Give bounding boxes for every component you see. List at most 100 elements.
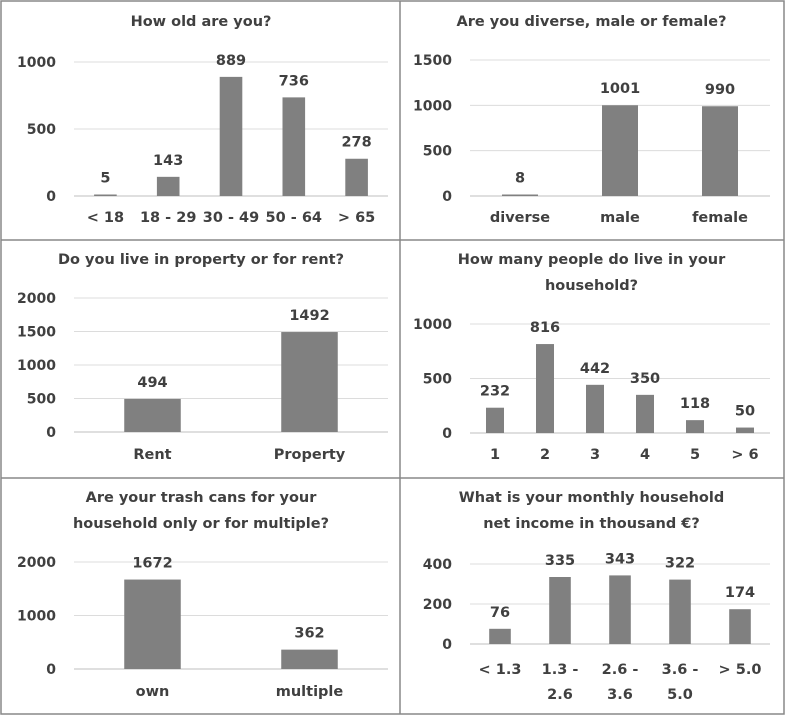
data-label: 322 <box>665 556 695 572</box>
category-label: 5.0 <box>667 687 693 703</box>
bar <box>636 394 654 433</box>
category-label: own <box>136 684 170 700</box>
chart-title: Are you diverse, male or female? <box>456 14 726 30</box>
bar <box>729 609 751 644</box>
chart-title: Are your trash cans for your <box>86 490 318 506</box>
bar <box>124 398 181 432</box>
data-label: 1492 <box>289 308 329 324</box>
data-label: 118 <box>680 396 710 412</box>
category-label: 50 - 64 <box>266 210 322 226</box>
chart-trash-cans: Are your trash cans for your household on… <box>17 490 388 700</box>
data-label: 278 <box>341 135 371 151</box>
chart-age: How old are you? 0 500 1000 5 < 18 143 18 - 29 8… <box>17 14 388 226</box>
bar <box>281 332 338 432</box>
bar <box>602 105 638 196</box>
bar <box>702 106 738 196</box>
data-label: 442 <box>580 361 610 377</box>
data-label: 350 <box>630 371 660 387</box>
y-tick-label: 1000 <box>413 98 452 114</box>
y-tick-label: 400 <box>423 557 452 573</box>
y-tick-label: 1000 <box>17 609 56 625</box>
bar <box>94 194 117 196</box>
bar <box>282 97 306 196</box>
data-label: 362 <box>294 626 324 642</box>
y-tick-label: 1000 <box>17 358 56 374</box>
bar <box>736 427 754 433</box>
category-label: 5 <box>690 447 700 463</box>
data-label: 50 <box>735 404 755 420</box>
category-label: > 6 <box>731 447 758 463</box>
data-label: 343 <box>605 551 635 567</box>
category-label: > 65 <box>338 210 375 226</box>
data-label: 76 <box>490 605 510 621</box>
category-label: 18 - 29 <box>140 210 196 226</box>
category-label: 3.6 - <box>662 662 699 678</box>
chart-household-size: How many people do live in your household… <box>413 252 770 463</box>
data-label: 889 <box>216 53 246 69</box>
data-label: 174 <box>725 585 755 601</box>
chart-title: household? <box>545 278 638 294</box>
y-tick-label: 1500 <box>17 325 56 341</box>
category-label: 2 <box>540 447 550 463</box>
chart-title: How old are you? <box>131 14 272 30</box>
bar <box>345 158 368 196</box>
y-tick-label: 2000 <box>17 555 56 571</box>
y-tick-label: 0 <box>46 662 56 678</box>
chart-title: Do you live in property or for rent? <box>58 252 344 268</box>
bar <box>281 649 338 669</box>
chart-panel-gender: Are you diverse, male or female? 0 500 1000… <box>400 2 783 240</box>
category-label: < 18 <box>87 210 124 226</box>
data-label: 143 <box>153 153 183 169</box>
y-tick-label: 0 <box>442 637 452 653</box>
y-tick-label: 500 <box>27 392 56 408</box>
category-label: male <box>600 210 640 226</box>
category-label: 3.6 <box>607 687 633 703</box>
bar <box>669 579 691 644</box>
category-label: Property <box>274 447 346 463</box>
y-tick-label: 0 <box>442 426 452 442</box>
bar <box>219 76 243 196</box>
data-label: 335 <box>545 553 575 569</box>
data-label: 494 <box>137 375 167 391</box>
chart-residence: Do you live in property or for rent? 0 500… <box>17 252 388 463</box>
category-label: 2.6 - <box>602 662 639 678</box>
bar <box>609 575 631 644</box>
bar <box>502 194 538 196</box>
bar <box>486 407 504 433</box>
y-tick-label: 500 <box>423 144 452 160</box>
y-tick-label: 1000 <box>17 55 56 71</box>
y-tick-label: 2000 <box>17 291 56 307</box>
category-label: 3 <box>590 447 600 463</box>
chart-title: What is your monthly household <box>459 490 725 506</box>
category-label: female <box>692 210 748 226</box>
data-label: 816 <box>530 320 560 336</box>
chart-panel-household-size: How many people do live in your household… <box>400 240 783 478</box>
bar <box>586 384 604 433</box>
data-label: 5 <box>100 171 110 187</box>
chart-panel-age: How old are you? 0 500 1000 5 < 18 143 18 - 29 8… <box>2 2 400 240</box>
data-label: 1672 <box>132 556 172 572</box>
category-label: multiple <box>276 684 344 700</box>
bar <box>489 628 511 644</box>
category-label: 30 - 49 <box>203 210 259 226</box>
bar <box>686 420 704 433</box>
bar <box>549 577 571 644</box>
data-label: 232 <box>480 384 510 400</box>
category-label: 1 <box>490 447 500 463</box>
data-label: 736 <box>279 73 309 89</box>
category-label: < 1.3 <box>479 662 522 678</box>
chart-panel-residence: Do you live in property or for rent? 0 500… <box>2 240 400 478</box>
data-label: 8 <box>515 171 525 187</box>
bar <box>156 176 180 196</box>
chart-title: household only or for multiple? <box>73 516 329 532</box>
y-tick-label: 1000 <box>413 317 452 333</box>
y-tick-label: 200 <box>423 597 452 613</box>
bar <box>124 579 181 669</box>
category-label: > 5.0 <box>719 662 762 678</box>
chart-gender: Are you diverse, male or female? 0 500 1000… <box>413 14 770 226</box>
chart-panel-trash-cans: Are your trash cans for your household on… <box>2 478 400 713</box>
chart-title: How many people do live in your <box>458 252 726 268</box>
category-label: Rent <box>133 447 171 463</box>
y-tick-label: 0 <box>442 189 452 205</box>
